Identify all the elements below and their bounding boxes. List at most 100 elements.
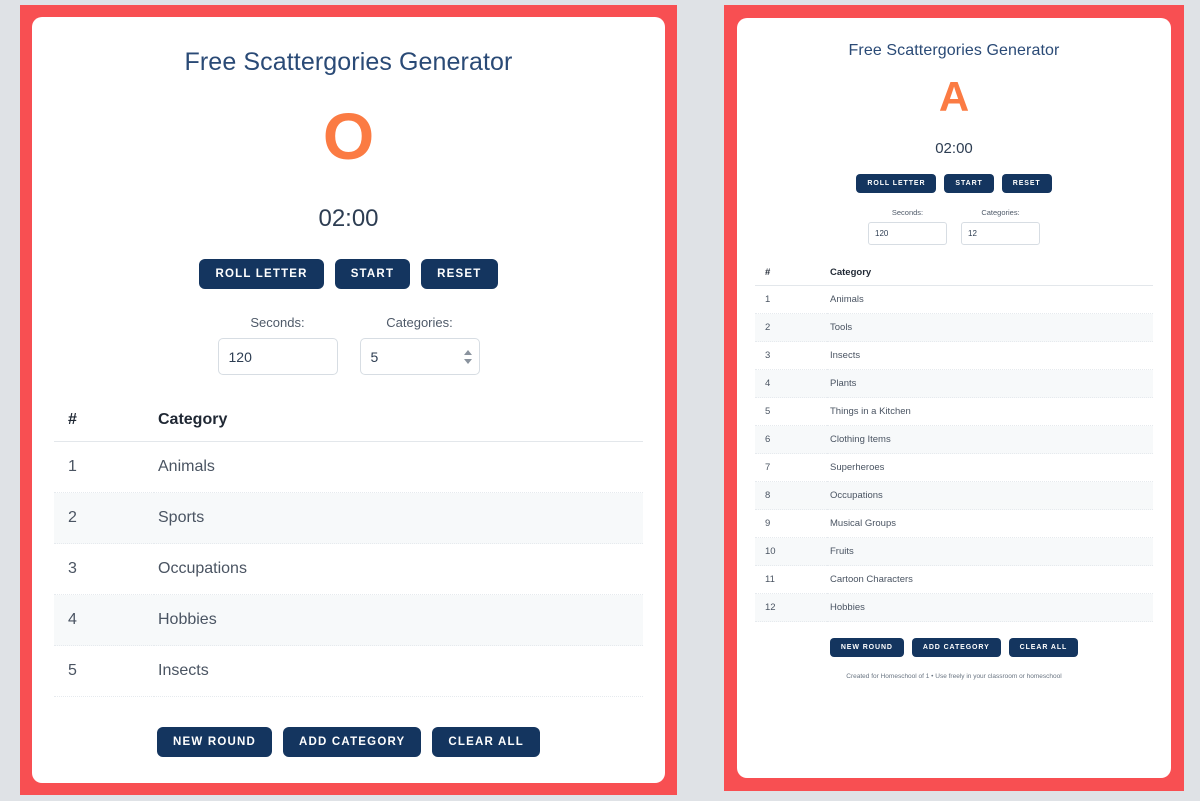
table-row[interactable]: 6 Clothing Items [755,425,1153,454]
right-panel-selection-frame: Free Scattergories Generator A 02:00 ROL… [724,5,1184,791]
left-panel-card: Free Scattergories Generator O 02:00 ROL… [32,17,665,783]
roll-letter-button[interactable]: ROLL LETTER [199,259,324,289]
seconds-input-wrap [868,222,947,245]
settings-fields: Seconds: Categories: [54,315,643,375]
row-number: 5 [755,397,827,426]
add-category-button[interactable]: ADD CATEGORY [911,638,1001,657]
stepper-up-icon[interactable] [463,349,472,355]
row-category[interactable]: Occupations [827,481,1153,510]
table-row[interactable]: 7 Superheroes [755,453,1153,482]
reset-button[interactable]: RESET [1001,174,1052,193]
categories-label: Categories: [981,208,1020,217]
table-row[interactable]: 1 Animals [54,441,643,493]
row-number: 3 [755,341,827,370]
seconds-label: Seconds: [891,208,924,217]
categories-input-wrap [359,338,480,375]
categories-label: Categories: [386,315,453,330]
seconds-field-group: Seconds: [868,208,947,245]
new-round-button[interactable]: NEW ROUND [829,638,904,657]
categories-input-wrap [961,222,1040,245]
table-header-row: # Category [54,401,643,442]
right-panel-content: Free Scattergories Generator A 02:00 ROL… [737,18,1171,778]
row-number: 8 [755,481,827,510]
row-category[interactable]: Things in a Kitchen [827,397,1153,426]
start-button[interactable]: START [944,174,994,193]
table-row[interactable]: 9 Musical Groups [755,509,1153,538]
page-title: Free Scattergories Generator [184,48,513,76]
table-row[interactable]: 3 Occupations [54,543,643,595]
new-round-button[interactable]: NEW ROUND [157,727,273,757]
number-stepper[interactable] [463,349,472,364]
row-category[interactable]: Hobbies [154,594,643,646]
countdown-timer: 02:00 [935,140,973,157]
row-number: 2 [755,313,827,342]
row-number: 12 [755,593,827,622]
table-row[interactable]: 4 Plants [755,369,1153,398]
table-row[interactable]: 12 Hobbies [755,593,1153,622]
table-row[interactable]: 1 Animals [755,285,1153,314]
right-panel-card: Free Scattergories Generator A 02:00 ROL… [737,18,1171,778]
row-category[interactable]: Fruits [827,537,1153,566]
rolled-letter: O [322,99,375,173]
row-number: 4 [755,369,827,398]
row-number: 4 [54,594,154,646]
categories-table-body: 1 Animals 2 Tools 3 Insects 4 [755,285,1153,622]
row-category[interactable]: Sports [154,492,643,544]
row-number: 5 [54,645,154,697]
row-number: 2 [54,492,154,544]
clear-all-button[interactable]: CLEAR ALL [1008,638,1079,657]
roll-letter-button[interactable]: ROLL LETTER [856,174,937,193]
row-category[interactable]: Hobbies [827,593,1153,622]
clear-all-button[interactable]: CLEAR ALL [432,727,540,757]
seconds-input[interactable] [217,338,338,375]
column-header-number: # [54,401,154,442]
start-button[interactable]: START [334,259,411,289]
table-row[interactable]: 10 Fruits [755,537,1153,566]
countdown-timer: 02:00 [318,205,379,232]
row-category[interactable]: Tools [827,313,1153,342]
row-number: 1 [755,285,827,314]
footer-credit: Created for Homeschool of 1 • Use freely… [846,673,1062,680]
column-header-category: Category [827,261,1153,286]
row-category[interactable]: Animals [154,441,643,493]
left-panel-selection-frame: Free Scattergories Generator O 02:00 ROL… [20,5,677,795]
row-category[interactable]: Plants [827,369,1153,398]
column-header-number: # [755,261,827,286]
categories-table: # Category 1 Animals 2 Sports [54,401,643,697]
categories-input[interactable] [961,222,1040,245]
seconds-input[interactable] [868,222,947,245]
stepper-down-icon[interactable] [463,358,472,364]
row-number: 3 [54,543,154,595]
table-row[interactable]: 5 Things in a Kitchen [755,397,1153,426]
settings-fields: Seconds: Categories: [755,208,1153,245]
row-category[interactable]: Insects [827,341,1153,370]
add-category-button[interactable]: ADD CATEGORY [283,727,422,757]
table-row[interactable]: 8 Occupations [755,481,1153,510]
row-number: 1 [54,441,154,493]
categories-table: # Category 1 Animals 2 Tools [755,261,1153,622]
left-panel-content: Free Scattergories Generator O 02:00 ROL… [32,17,665,783]
categories-field-group: Categories: [359,315,480,375]
row-category[interactable]: Superheroes [827,453,1153,482]
table-row[interactable]: 11 Cartoon Characters [755,565,1153,594]
reset-button[interactable]: RESET [421,259,498,289]
table-row[interactable]: 3 Insects [755,341,1153,370]
categories-field-group: Categories: [961,208,1040,245]
row-category[interactable]: Animals [827,285,1153,314]
table-row[interactable]: 2 Tools [755,313,1153,342]
table-header-row: # Category [755,261,1153,286]
table-row[interactable]: 2 Sports [54,492,643,544]
table-row[interactable]: 4 Hobbies [54,594,643,646]
categories-table-body: 1 Animals 2 Sports 3 Occupations 4 [54,441,643,697]
row-category[interactable]: Occupations [154,543,643,595]
row-category[interactable]: Musical Groups [827,509,1153,538]
row-number: 6 [755,425,827,454]
seconds-label: Seconds: [250,315,305,330]
row-category[interactable]: Cartoon Characters [827,565,1153,594]
row-category[interactable]: Clothing Items [827,425,1153,454]
row-number: 9 [755,509,827,538]
table-row[interactable]: 5 Insects [54,645,643,697]
row-category[interactable]: Insects [154,645,643,697]
categories-input[interactable] [359,338,480,375]
